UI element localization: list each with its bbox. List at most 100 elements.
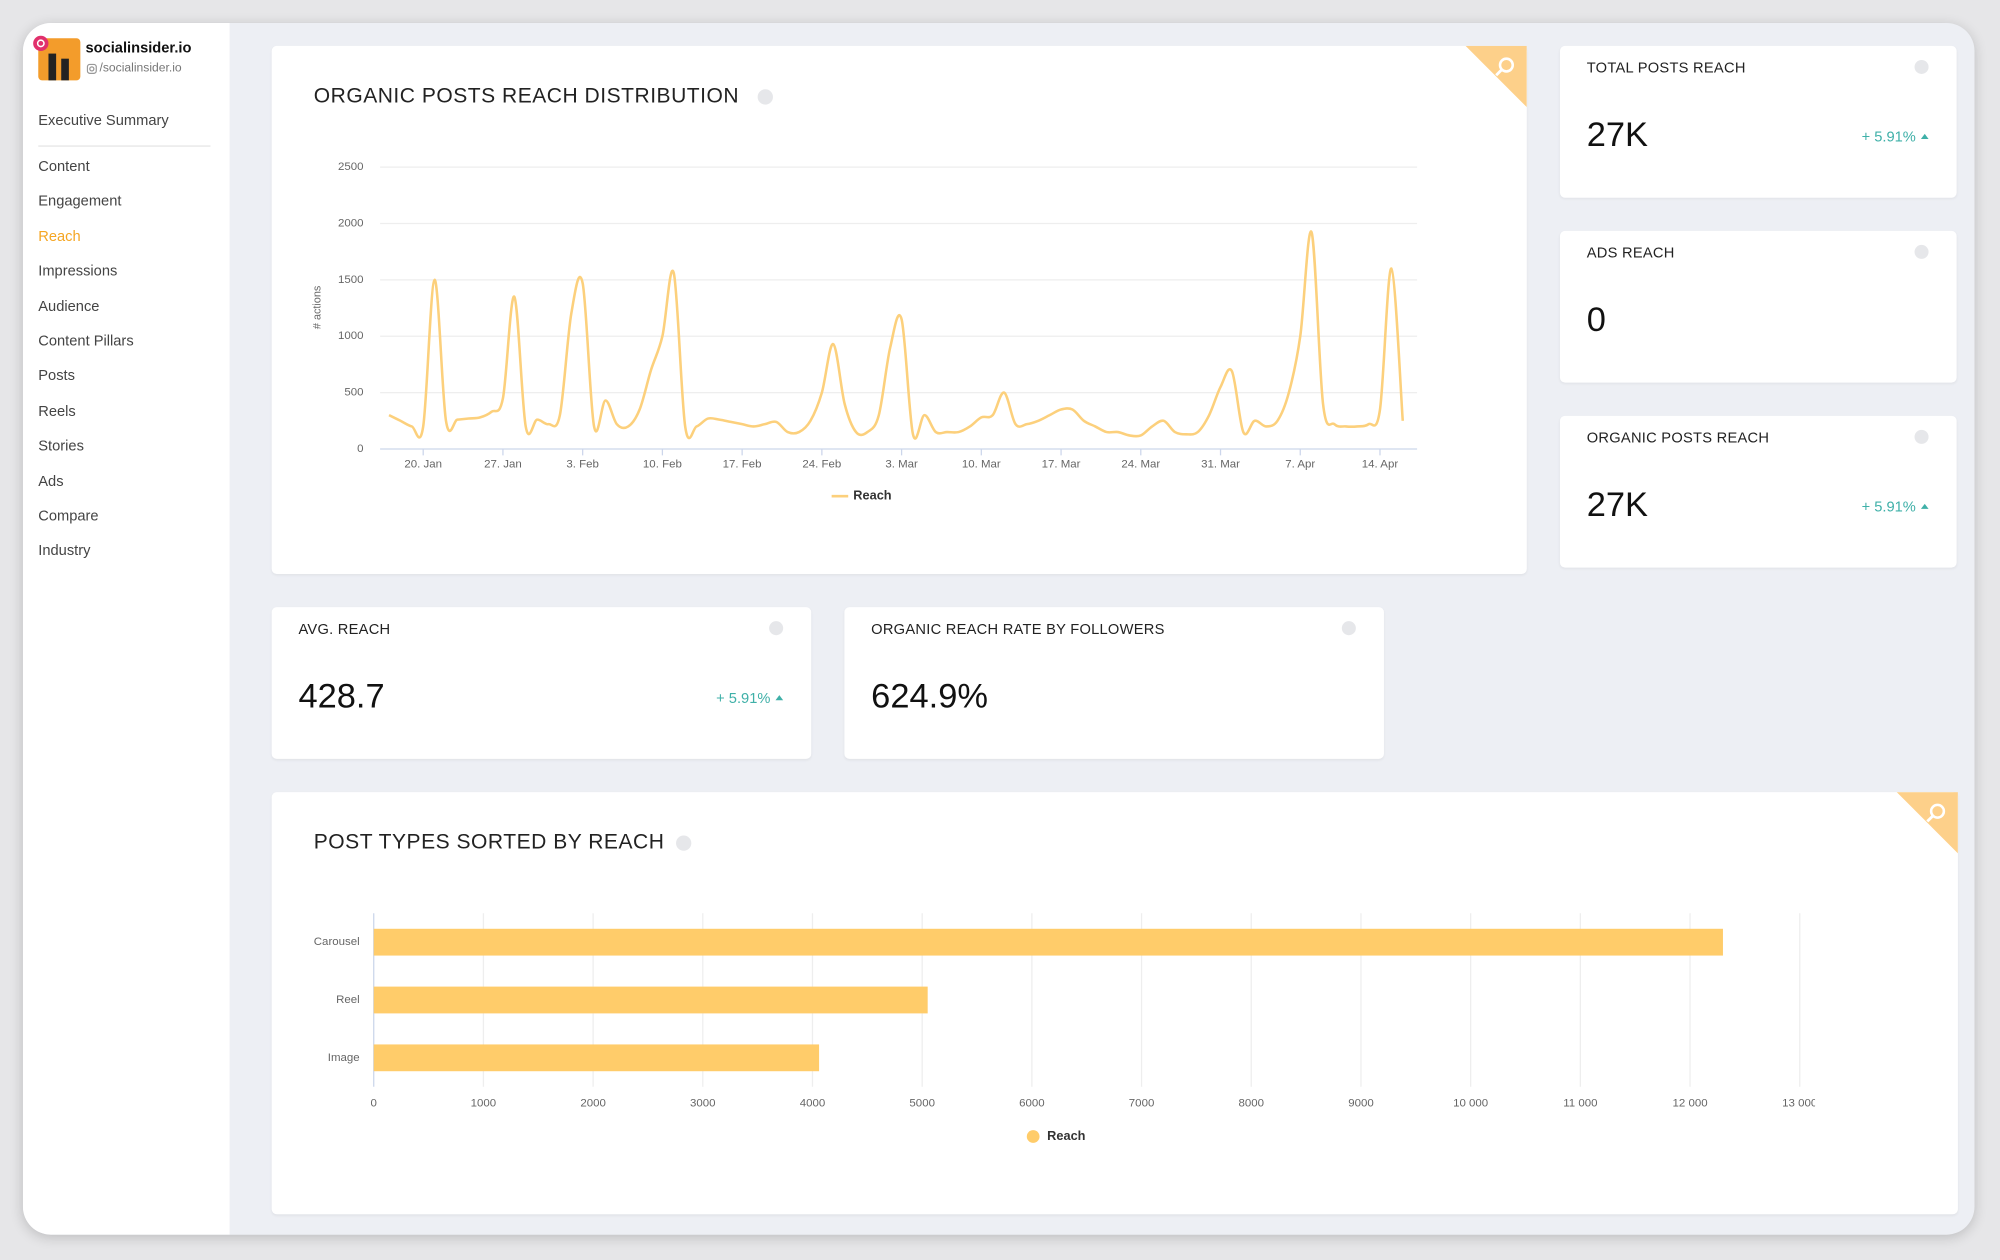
y-tick-label: Carousel (314, 936, 360, 948)
bar (373, 986, 928, 1014)
x-tick-label: 3000 (690, 1097, 716, 1109)
chart-title: ORGANIC POSTS REACH DISTRIBUTION (314, 85, 739, 108)
legend-swatch (1026, 1130, 1040, 1143)
menu-item[interactable]: Industry (38, 543, 91, 560)
y-tick-label: 1500 (338, 274, 364, 286)
stat-change: + 5.91% (1862, 500, 1929, 515)
stat-value: 624.9% (871, 676, 988, 715)
x-tick-label: 5000 (909, 1097, 935, 1109)
menu-item[interactable]: Engagement (38, 194, 122, 210)
menu-item[interactable]: Audience (38, 299, 100, 315)
chart: ORGANIC POSTS REACH DISTRIBUTION 0 500 1000… (311, 45, 1527, 503)
menu-item[interactable]: Reach (38, 229, 81, 245)
stat-label: ORGANIC POSTS REACH (1586, 431, 1770, 447)
stat-card: ORGANIC REACH RATE BY FOLLOWERS 624.9% (844, 607, 1384, 759)
chart-title: POST TYPES SORTED BY REACH (314, 831, 665, 854)
y-tick-label: 500 (344, 387, 363, 399)
x-tick-label: 31. Mar (1201, 458, 1240, 470)
menu-item[interactable]: Ads (38, 473, 64, 490)
info-icon (1914, 59, 1929, 74)
stat-value: 27K (1586, 485, 1649, 524)
sidebar: socialinsider.io /socialinsider.io Execu… (22, 22, 230, 1235)
menu-item[interactable]: Content (38, 159, 90, 175)
line-series (388, 230, 1405, 440)
trend-up-icon (775, 695, 784, 701)
x-tick-label: 2000 (580, 1097, 606, 1109)
x-tick-label: 3. Feb (566, 458, 599, 470)
x-tick-label: 0 (371, 1097, 377, 1109)
app-window: socialinsider.io /socialinsider.io Execu… (22, 22, 1975, 1235)
bar (373, 1044, 820, 1072)
info-icon (676, 835, 692, 851)
brand-name: socialinsider.io (85, 40, 192, 57)
x-tick-label: 3. Mar (885, 458, 918, 470)
zoom-corner (1465, 45, 1527, 108)
trend-up-icon (1920, 133, 1929, 140)
zoom-icon (1929, 803, 1946, 819)
info-icon (1341, 621, 1356, 636)
y-tick-label: 2500 (338, 161, 364, 173)
x-tick-label: 1000 (471, 1097, 497, 1109)
stat-label: AVG. REACH (298, 622, 391, 638)
x-tick-label: 9000 (1348, 1097, 1374, 1109)
y-tick-label: Image (328, 1052, 360, 1064)
y-axis-label: # actions (311, 285, 323, 329)
x-tick-label: 8000 (1239, 1097, 1265, 1109)
menu-divider (38, 145, 211, 147)
info-icon (757, 89, 773, 105)
menu-item[interactable]: Stories (38, 439, 84, 455)
zoom-icon-handle (1495, 69, 1503, 77)
chart-card: POST TYPES SORTED BY REACH 0 1000 2000 3000 4… (271, 792, 1958, 1215)
x-tick-label: 20. Jan (404, 458, 442, 470)
legend-label: Reach (853, 488, 891, 503)
x-tick-label: 27. Jan (484, 458, 522, 470)
x-tick-label: 6000 (1019, 1097, 1045, 1109)
stat-value: 27K (1586, 115, 1649, 154)
y-tick-label: 1000 (338, 330, 364, 342)
stat-card: AVG. REACH 428.7 + 5.91% (271, 607, 812, 759)
trend-up-icon (1920, 503, 1929, 509)
stat-card: ADS REACH 0 (1559, 230, 1957, 383)
zoom-icon (1498, 57, 1515, 73)
menu-item[interactable]: Compare (38, 508, 99, 525)
stat-card: TOTAL POSTS REACH 27K + 5.91% (1559, 45, 1957, 198)
x-tick-label: 24. Mar (1121, 458, 1160, 470)
stat-label: ORGANIC REACH RATE BY FOLLOWERS (871, 622, 1165, 638)
bar (373, 928, 1723, 956)
stat-label: TOTAL POSTS REACH (1586, 61, 1746, 77)
stat-card: ORGANIC POSTS REACH 27K + 5.91% (1559, 415, 1957, 568)
menu-item[interactable]: Content Pillars (38, 334, 134, 350)
x-tick-label: 10. Feb (643, 458, 682, 470)
y-tick-label: 0 (357, 443, 363, 455)
menu-item[interactable]: Impressions (38, 264, 118, 280)
stat-label: ADS REACH (1586, 246, 1675, 262)
menu-item[interactable]: Posts (38, 369, 75, 385)
chart: POST TYPES SORTED BY REACH 0 1000 2000 3000 4… (314, 792, 1958, 1143)
stat-value: 428.7 (298, 676, 385, 715)
menu-item[interactable]: Executive Summary (38, 113, 169, 129)
zoom-corner (1896, 792, 1958, 854)
chart-card: ORGANIC POSTS REACH DISTRIBUTION 0 500 1000… (271, 45, 1527, 574)
brand-logo (33, 35, 81, 81)
y-tick-label: Reel (336, 994, 360, 1006)
y-tick-label: 2000 (338, 218, 364, 230)
info-icon (1914, 244, 1929, 259)
stat-change: + 5.91% (1862, 130, 1929, 145)
brand-handle: /socialinsider.io (99, 61, 182, 76)
x-tick-label: 17. Mar (1042, 458, 1081, 470)
x-tick-label: 10. Mar (962, 458, 1001, 470)
x-tick-label: 14. Apr (1362, 458, 1399, 470)
info-icon (1914, 429, 1929, 444)
x-tick-label: 10 000 (1453, 1097, 1488, 1109)
x-tick-label: 4000 (800, 1097, 826, 1109)
instagram-icon (86, 63, 97, 74)
stat-value: 0 (1586, 300, 1606, 339)
x-tick-label: 12 000 (1673, 1097, 1708, 1109)
legend-label: Reach (1047, 1128, 1085, 1143)
x-tick-label: 24. Feb (802, 458, 841, 470)
menu-item[interactable]: Reels (38, 404, 76, 420)
x-tick-label: 11 000 (1563, 1097, 1597, 1109)
zoom-icon-handle (1926, 815, 1934, 823)
